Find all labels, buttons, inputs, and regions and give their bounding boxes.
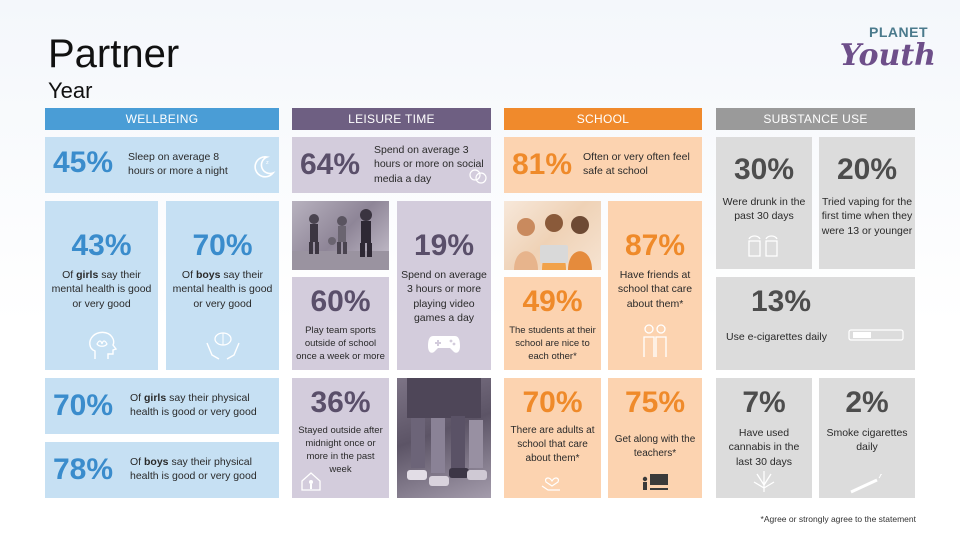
stat-text: Of girls say their physical health is go…	[130, 392, 257, 419]
hand-heart-icon	[541, 477, 560, 491]
stat-value: 2%	[845, 386, 889, 419]
stat-card-girls-mental: 43% Of girls say their mental health is …	[45, 201, 158, 370]
stat-text: Get along with the teachers*	[614, 434, 696, 459]
stat-text: Often or very often feel safe at school	[583, 151, 690, 178]
stat-card-safe-school: 81% Often or very often feel safe at sch…	[504, 137, 702, 193]
footnote: *Agree or strongly agree to the statemen…	[760, 514, 916, 524]
section-header-school: SCHOOL	[504, 108, 702, 130]
logo-youth-text: Youth	[839, 38, 936, 73]
stat-value: 70%	[522, 386, 583, 419]
cannabis-leaf-icon	[753, 471, 775, 492]
gamepad-icon	[428, 336, 460, 353]
teens-sitting-photo	[397, 378, 491, 498]
stat-value: 75%	[624, 386, 686, 419]
beer-mugs-icon	[748, 235, 778, 257]
stat-text: Stayed outside after midnight once or mo…	[298, 425, 383, 476]
stat-text: Spend on average 3 hours or more playing…	[401, 269, 487, 325]
svg-text:z: z	[266, 160, 269, 166]
stat-value: 49%	[522, 285, 583, 318]
two-people-icon	[643, 324, 667, 357]
hands-brain-icon	[206, 332, 240, 360]
stat-card-video-games: 19% Spend on average 3 hours or more pla…	[397, 201, 491, 370]
students-laptop-photo	[504, 201, 601, 270]
stat-text: Have used cannabis in the last 30 days	[728, 427, 800, 468]
stat-text: Were drunk in the past 30 days	[722, 196, 806, 223]
classroom-icon	[642, 474, 668, 490]
stat-card-ecig: 13% Use e-cigarettes daily	[716, 277, 915, 370]
section-header-wellbeing: WELLBEING	[45, 108, 279, 130]
stat-card-social-media: 64% Spend on average 3 hours or more on …	[292, 137, 491, 193]
stat-value: 70%	[53, 389, 114, 422]
head-lotus-icon	[89, 331, 118, 359]
stat-card-team-sports: 60% Play team sports outside of school o…	[292, 277, 389, 370]
stat-text: Play team sports outside of school once …	[296, 325, 385, 363]
stat-value: 81%	[512, 148, 573, 181]
stat-text: Of boys say their physical health is goo…	[130, 456, 257, 483]
stat-card-students-nice: 49% The students at their school are nic…	[504, 277, 601, 370]
stat-card-vaping: 20% Tried vaping for the first time when…	[819, 137, 915, 269]
stat-text: Of boys say their mental health is good …	[172, 269, 273, 310]
section-header-leisure: LEISURE TIME	[292, 108, 491, 130]
stat-card-boys-physical: 78% Of boys say their physical health is…	[45, 442, 279, 498]
stat-value: 36%	[310, 386, 371, 419]
page-subtitle: Year	[48, 78, 93, 103]
stat-card-teachers: 75% Get along with the teachers*	[608, 378, 702, 498]
logo-planet-text: PLANET	[869, 24, 928, 40]
basketball-photo	[292, 201, 389, 270]
stat-card-sleep: 45% Sleep on average 8 hours or more a n…	[45, 137, 279, 193]
stat-text: Smoke cigarettes daily	[826, 427, 908, 454]
stat-text: The students at their school are nice to…	[509, 325, 596, 363]
stat-card-outside-midnight: 36% Stayed outside after midnight once o…	[292, 378, 389, 498]
stat-card-drunk: 30% Were drunk in the past 30 days	[716, 137, 812, 269]
moon-icon: z	[254, 156, 276, 178]
house-person-icon	[301, 472, 321, 491]
stat-card-boys-mental: 70% Of boys say their mental health is g…	[166, 201, 279, 370]
stat-text: Use e-cigarettes daily	[726, 331, 827, 343]
stat-text: Have friends at school that care about t…	[617, 269, 693, 310]
stat-value: 20%	[836, 153, 898, 186]
cigarette-icon	[850, 474, 883, 494]
stat-value: 60%	[310, 285, 371, 318]
stat-value: 30%	[733, 153, 795, 186]
e-cigarette-icon	[848, 329, 904, 341]
page-title: Partner	[48, 32, 180, 76]
stat-value: 45%	[53, 146, 114, 179]
stat-text: Sleep on average 8 hours or more a night	[128, 151, 228, 178]
chat-icon	[469, 169, 487, 184]
stat-value: 64%	[300, 148, 361, 181]
stat-value: 13%	[750, 285, 812, 318]
stat-text: There are adults at school that care abo…	[510, 425, 595, 464]
stat-value: 78%	[53, 453, 114, 486]
stat-card-smoke: 2% Smoke cigarettes daily	[819, 378, 915, 498]
stat-text: Of girls say their mental health is good…	[51, 269, 152, 310]
stat-card-friends-care: 87% Have friends at school that care abo…	[608, 201, 702, 370]
stat-text: Spend on average 3 hours or more on soci…	[374, 144, 484, 185]
stat-value: 7%	[742, 386, 786, 419]
stat-value: 70%	[192, 229, 253, 262]
stat-value: 43%	[71, 229, 132, 262]
stat-card-adults-care: 70% There are adults at school that care…	[504, 378, 601, 498]
stat-text: Tried vaping for the first time when the…	[821, 196, 913, 237]
stat-card-cannabis: 7% Have used cannabis in the last 30 day…	[716, 378, 812, 498]
planet-youth-logo: PLANET Youth	[840, 24, 936, 82]
stat-card-girls-physical: 70% Of girls say their physical health i…	[45, 378, 279, 434]
section-header-substance: SUBSTANCE USE	[716, 108, 915, 130]
stat-value: 87%	[624, 229, 686, 262]
stat-value: 19%	[413, 229, 475, 262]
